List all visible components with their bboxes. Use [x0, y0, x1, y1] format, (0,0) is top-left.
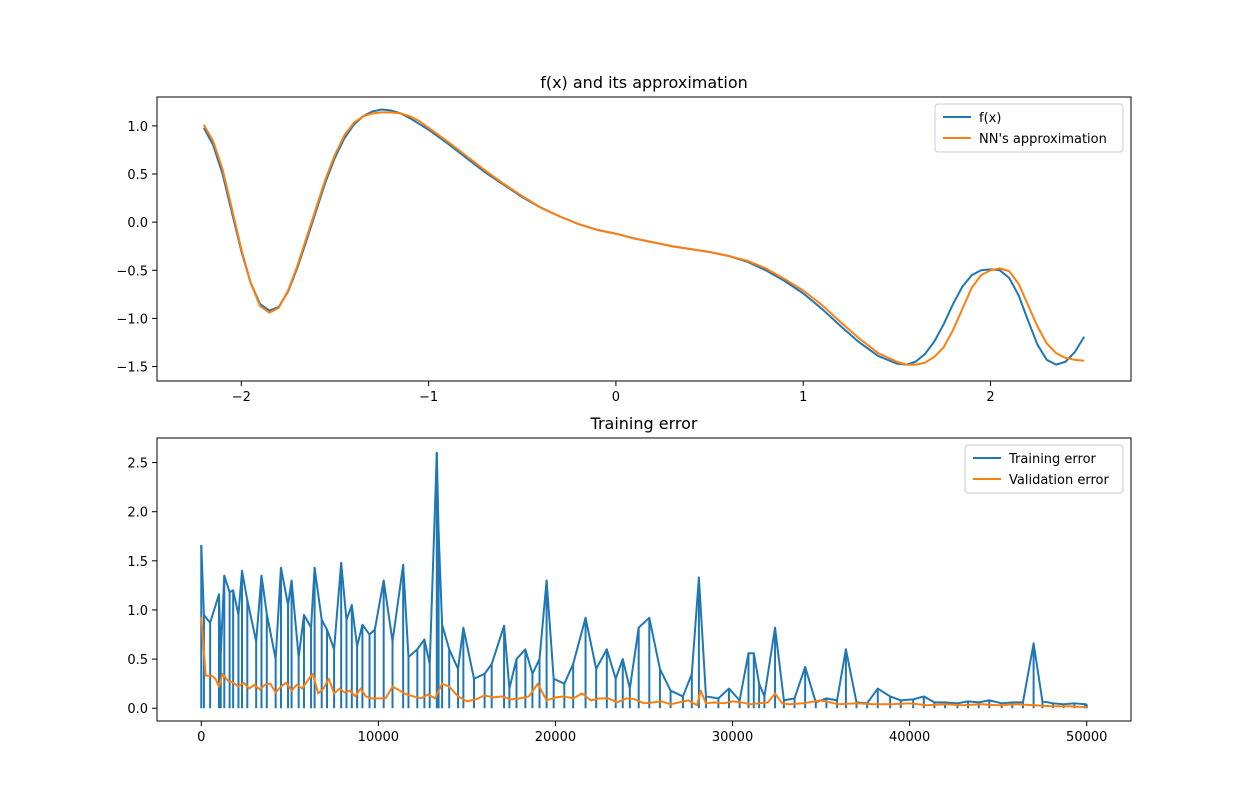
legend-label: Validation error	[1009, 473, 1109, 488]
chart-function-approximation: f(x) and its approximation −2 −1 0 1 2 1.0 0.5 0…	[116, 73, 1132, 405]
y-tick-label: 1.0	[127, 604, 148, 619]
y-tick-label: −1.0	[116, 312, 148, 327]
chart-title: f(x) and its approximation	[540, 73, 748, 92]
x-tick-label: −1	[419, 390, 438, 405]
axes-frame	[156, 96, 1132, 382]
x-tick-label: 0	[197, 730, 205, 745]
y-tick-label: −0.5	[116, 264, 148, 279]
x-tick-label: 30000	[712, 730, 753, 745]
x-tick-label: 2	[986, 390, 994, 405]
legend-label: NN's approximation	[979, 132, 1107, 147]
x-tick-label: 20000	[535, 730, 576, 745]
x-tick-label: 1	[799, 390, 807, 405]
y-tick-label: 0.5	[127, 653, 148, 668]
legend: f(x) NN's approximation	[934, 103, 1124, 153]
x-tick-label: 10000	[358, 730, 399, 745]
chart-title: Training error	[590, 414, 698, 433]
series-line-1	[202, 111, 1085, 366]
x-tick-label: 40000	[889, 730, 930, 745]
series-line-1	[200, 616, 1087, 709]
legend-box	[964, 444, 1124, 494]
legend-label: Training error	[1008, 452, 1097, 467]
y-tick-label: 0.0	[127, 702, 148, 717]
legend: Training error Validation error	[964, 444, 1124, 494]
y-tick-label: 2.0	[127, 506, 148, 521]
y-tick-label: 1.5	[127, 555, 148, 570]
x-tick-label: 50000	[1066, 730, 1107, 745]
legend-box	[934, 103, 1124, 153]
y-tick-label: 2.5	[127, 457, 148, 472]
y-tick-label: 1.0	[127, 120, 148, 135]
legend-label: f(x)	[979, 111, 1001, 126]
y-tick-label: 0.0	[127, 216, 148, 231]
axes-frame	[156, 437, 1132, 722]
chart-training-error: Training error 0 10000 20000 30000 40000 50000…	[127, 414, 1132, 745]
series-line-0	[200, 451, 1087, 706]
y-tick-label: −1.5	[116, 361, 148, 376]
x-tick-label: 0	[612, 390, 620, 405]
y-tick-label: 0.5	[127, 168, 148, 183]
x-tick-label: −2	[232, 390, 251, 405]
